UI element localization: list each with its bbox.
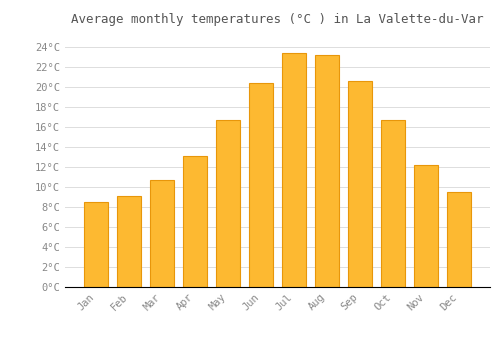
Bar <box>348 80 372 287</box>
Bar <box>315 55 339 287</box>
Bar <box>249 83 273 287</box>
Bar <box>282 52 306 287</box>
Bar <box>447 192 470 287</box>
Bar <box>84 202 108 287</box>
Bar <box>118 196 141 287</box>
Bar <box>216 120 240 287</box>
Bar <box>183 156 207 287</box>
Title: Average monthly temperatures (°C ) in La Valette-du-Var: Average monthly temperatures (°C ) in La… <box>72 13 484 26</box>
Bar <box>414 165 438 287</box>
Bar <box>150 180 174 287</box>
Bar <box>381 120 404 287</box>
